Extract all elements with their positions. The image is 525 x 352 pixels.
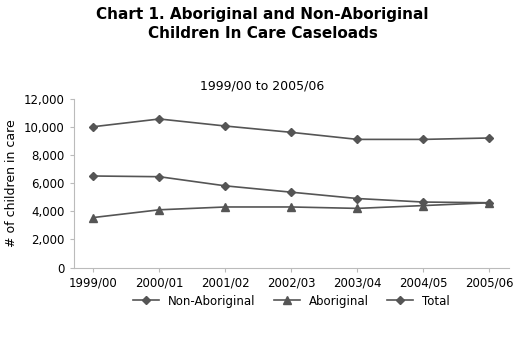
Legend: Non-Aboriginal, Aboriginal, Total: Non-Aboriginal, Aboriginal, Total [128,290,455,312]
Non-Aboriginal [90,174,97,178]
Total [421,137,427,142]
Total [288,130,295,134]
Aboriginal [156,208,162,212]
Non-Aboriginal [222,184,228,188]
Y-axis label: # of children in care: # of children in care [5,119,18,247]
Non-Aboriginal [421,200,427,204]
Total [156,117,162,121]
Total [486,136,492,140]
Non-Aboriginal [156,175,162,179]
Aboriginal [222,205,228,209]
Aboriginal [486,201,492,205]
Non-Aboriginal [288,190,295,194]
Non-Aboriginal [354,196,361,201]
Aboriginal [421,203,427,208]
Total [354,137,361,142]
Aboriginal [288,205,295,209]
Line: Total: Total [90,116,492,143]
Non-Aboriginal [486,201,492,205]
Line: Non-Aboriginal: Non-Aboriginal [90,173,492,206]
Text: 1999/00 to 2005/06: 1999/00 to 2005/06 [201,79,324,92]
Line: Aboriginal: Aboriginal [89,199,493,222]
Total [90,125,97,129]
Aboriginal [354,206,361,210]
Text: Chart 1. Aboriginal and Non-Aboriginal
Children In Care Caseloads: Chart 1. Aboriginal and Non-Aboriginal C… [96,7,429,40]
Aboriginal [90,215,97,220]
Total [222,124,228,128]
